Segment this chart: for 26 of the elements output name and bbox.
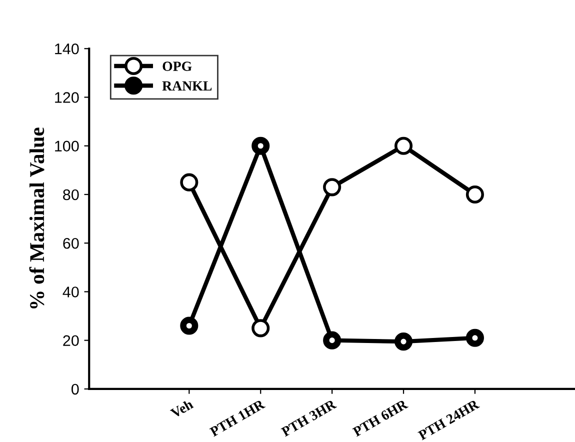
y-tick-label: 140 bbox=[55, 43, 79, 54]
y-tick-label: 20 bbox=[63, 335, 79, 346]
point bbox=[466, 185, 484, 204]
y-tick-label: 120 bbox=[55, 92, 79, 103]
point bbox=[394, 136, 413, 155]
point bbox=[252, 319, 270, 338]
y-tick-label: 100 bbox=[55, 140, 79, 152]
x-tick-label: PTH 3HR bbox=[280, 399, 338, 437]
y-tick-label: 80 bbox=[63, 189, 79, 200]
y-axis-title: % of Maximal Value bbox=[29, 128, 44, 308]
y-tick-label: 0 bbox=[72, 384, 79, 395]
x-tick-label: PTH 6HR bbox=[352, 399, 409, 437]
point bbox=[466, 328, 484, 347]
point bbox=[180, 173, 198, 192]
point bbox=[323, 331, 342, 350]
point bbox=[252, 136, 270, 155]
x-tick-label: PTH 1HR bbox=[209, 399, 266, 437]
y-tick-label: 40 bbox=[62, 286, 79, 298]
legend-label: OPG bbox=[162, 62, 192, 71]
x-tick-label: Veh bbox=[170, 398, 194, 418]
legend-label: RANKL bbox=[162, 81, 212, 90]
point bbox=[394, 332, 413, 351]
x-tick-label: PTH 24HR bbox=[418, 399, 480, 440]
point bbox=[323, 178, 342, 196]
y-tick-label: 60 bbox=[63, 238, 79, 249]
point bbox=[180, 316, 198, 335]
